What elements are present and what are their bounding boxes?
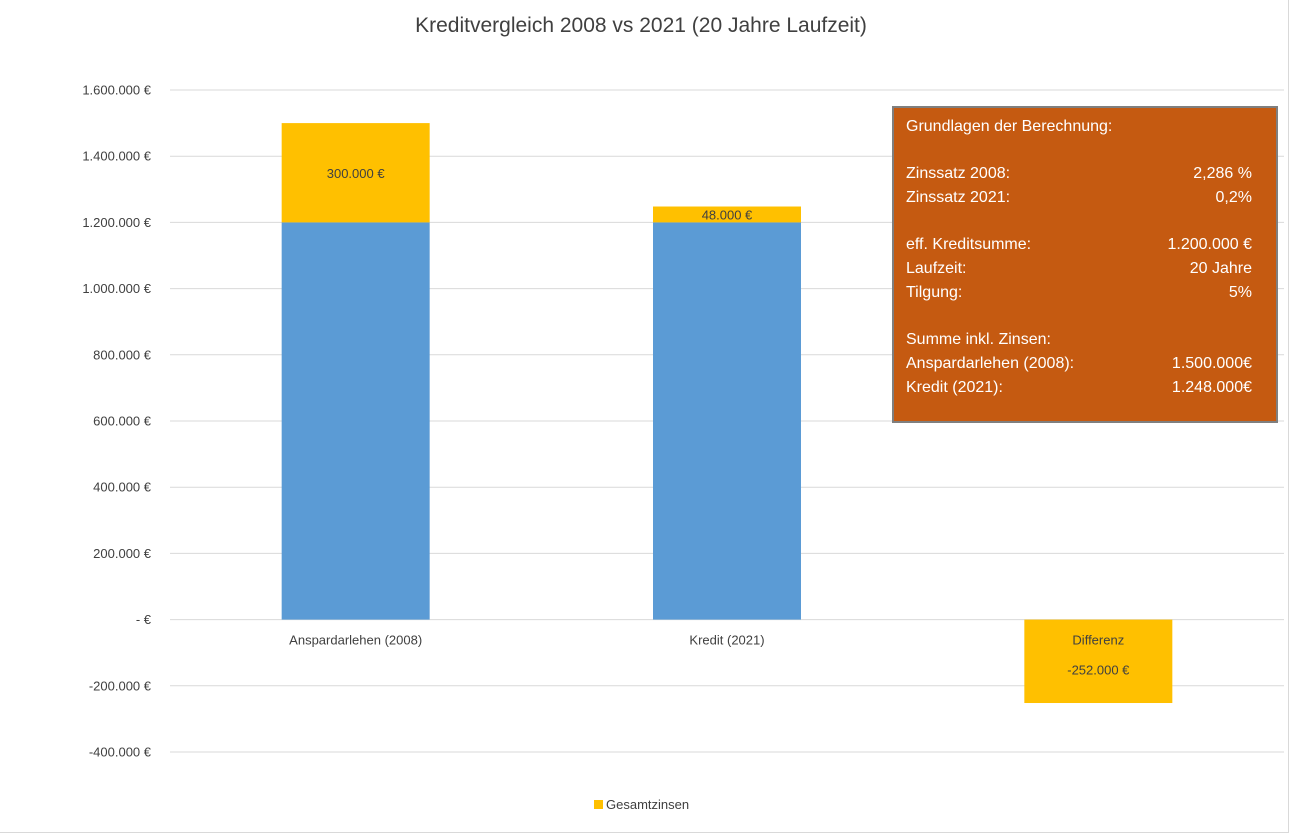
x-category-label: Kredit (2021) [689,633,764,648]
y-tick-label: 1.600.000 € [82,83,151,98]
bar-base [281,222,430,620]
y-tick-label: -400.000 € [89,745,152,760]
legend-swatch-gesamtzinsen [594,800,603,809]
zinssatz-2008-value: 2,286 % [1193,165,1252,182]
bar-gesamtzinsen [653,206,801,223]
y-tick-label: 200.000 € [93,546,152,561]
y-tick-label: - € [136,612,152,627]
zinssatz-2021-label: Zinssatz 2021: [906,189,1011,206]
legend-label-gesamtzinsen: Gesamtzinsen [606,797,690,812]
data-label: 48.000 € [702,207,753,222]
data-label: 300.000 € [327,166,386,181]
info-box: Grundlagen der Berechnung: Zinssatz 2008… [892,106,1278,423]
zinssatz-2021-value: 0,2% [1215,189,1252,206]
y-tick-label: 800.000 € [93,347,152,362]
x-category-label: Anspardarlehen (2008) [289,633,422,648]
laufzeit-value: 20 Jahre [1189,260,1252,277]
anspar-value: 1.500.000€ [1171,355,1252,372]
kreditsumme-value: 1.200.000 € [1167,236,1252,253]
legend: Gesamtzinsen [594,797,689,812]
kredit-label: Kredit (2021): [906,379,1003,396]
y-tick-label: -200.000 € [89,678,152,693]
kredit-value: 1.248.000€ [1171,379,1252,396]
info-heading: Grundlagen der Berechnung: [906,118,1113,135]
laufzeit-label: Laufzeit: [906,260,967,277]
anspar-label: Anspardarlehen (2008): [906,355,1075,372]
x-category-label: Differenz [1072,633,1124,648]
chart-title: Kreditvergleich 2008 vs 2021 (20 Jahre L… [415,14,867,37]
tilgung-value: 5% [1228,284,1252,301]
data-label: -252.000 € [1067,663,1130,678]
y-tick-label: 400.000 € [93,480,152,495]
zinssatz-2008-label: Zinssatz 2008: [906,165,1011,182]
y-tick-label: 600.000 € [93,414,152,429]
y-tick-label: 1.000.000 € [82,281,151,296]
y-tick-label: 1.200.000 € [82,215,151,230]
bar-base [653,222,801,620]
bar-gesamtzinsen [281,123,430,223]
tilgung-label: Tilgung: [906,284,963,301]
y-tick-label: 1.400.000 € [82,149,151,164]
kreditsumme-label: eff. Kreditsumme: [906,236,1032,253]
summe-heading: Summe inkl. Zinsen: [906,331,1051,348]
bar-gesamtzinsen [1024,619,1173,704]
